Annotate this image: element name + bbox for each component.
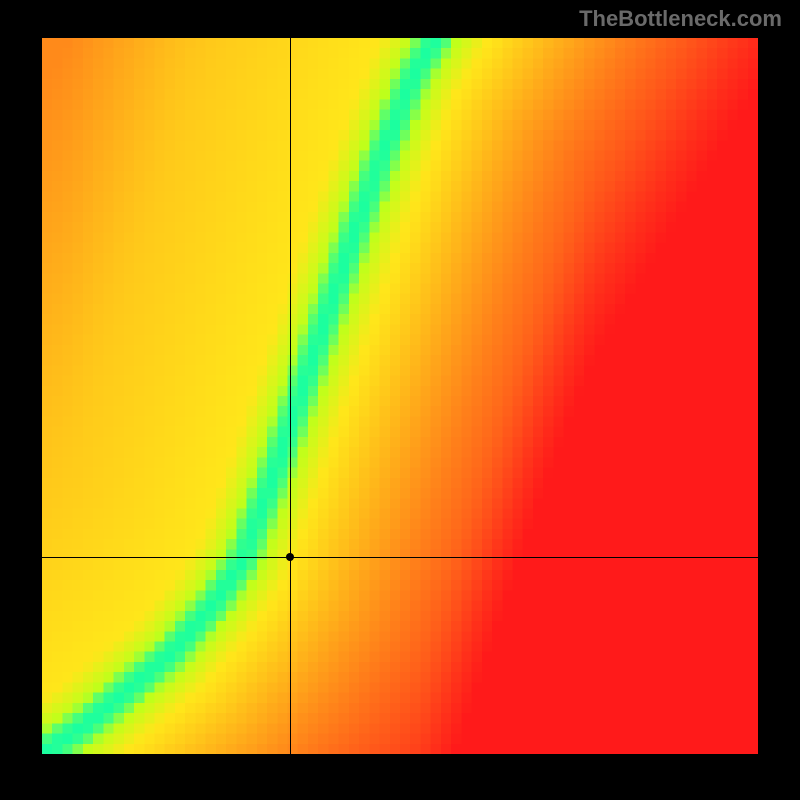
heatmap-canvas	[42, 38, 758, 754]
watermark-text: TheBottleneck.com	[579, 6, 782, 32]
heatmap-chart	[42, 38, 758, 754]
marker-dot	[286, 553, 294, 561]
crosshair-horizontal	[42, 557, 758, 558]
crosshair-vertical	[290, 38, 291, 754]
